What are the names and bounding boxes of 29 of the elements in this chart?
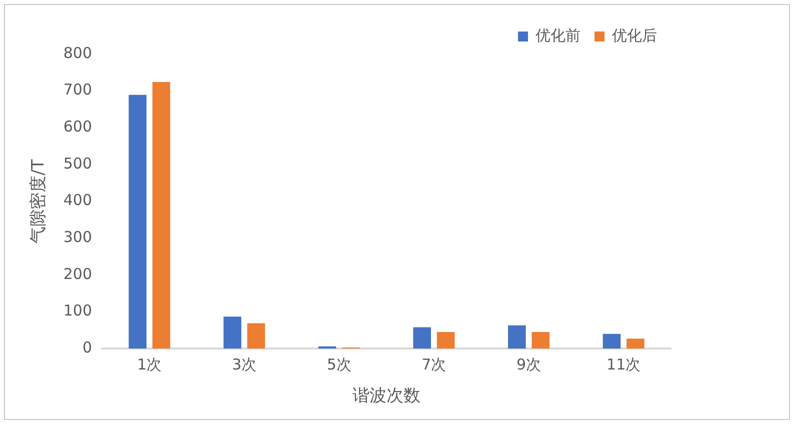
y-tick-label: 300 — [63, 228, 92, 246]
y-tick-label: 400 — [63, 191, 92, 210]
bar — [152, 82, 170, 349]
bar — [436, 332, 455, 349]
x-tick-label: 1次 — [137, 355, 162, 374]
y-tick-label: 500 — [63, 154, 92, 172]
y-tick-label: 0 — [82, 338, 92, 356]
x-tick-label: 5次 — [326, 355, 352, 374]
y-tick-label: 600 — [63, 118, 92, 136]
bar — [626, 338, 644, 349]
bar — [128, 94, 146, 349]
x-tick-label: 3次 — [232, 355, 257, 374]
x-tick-label: 9次 — [516, 355, 542, 374]
x-tick-label: 7次 — [422, 355, 446, 374]
y-tick-label: 700 — [63, 80, 92, 99]
y-tick-label: 200 — [63, 264, 92, 283]
y-tick-label: 100 — [63, 302, 92, 320]
bar — [247, 323, 266, 349]
bar — [602, 334, 621, 349]
x-axis-title: 谐波次数 — [352, 386, 421, 406]
y-axis-title: 气隙密度/T — [28, 158, 49, 244]
bar — [224, 316, 242, 349]
legend-label: 优化后 — [612, 26, 657, 44]
bar — [413, 327, 431, 349]
bar — [508, 325, 526, 349]
bar — [532, 332, 550, 349]
x-tick-label: 11次 — [606, 355, 641, 374]
legend-label: 优化前 — [536, 26, 580, 44]
y-tick-label: 800 — [63, 44, 92, 62]
